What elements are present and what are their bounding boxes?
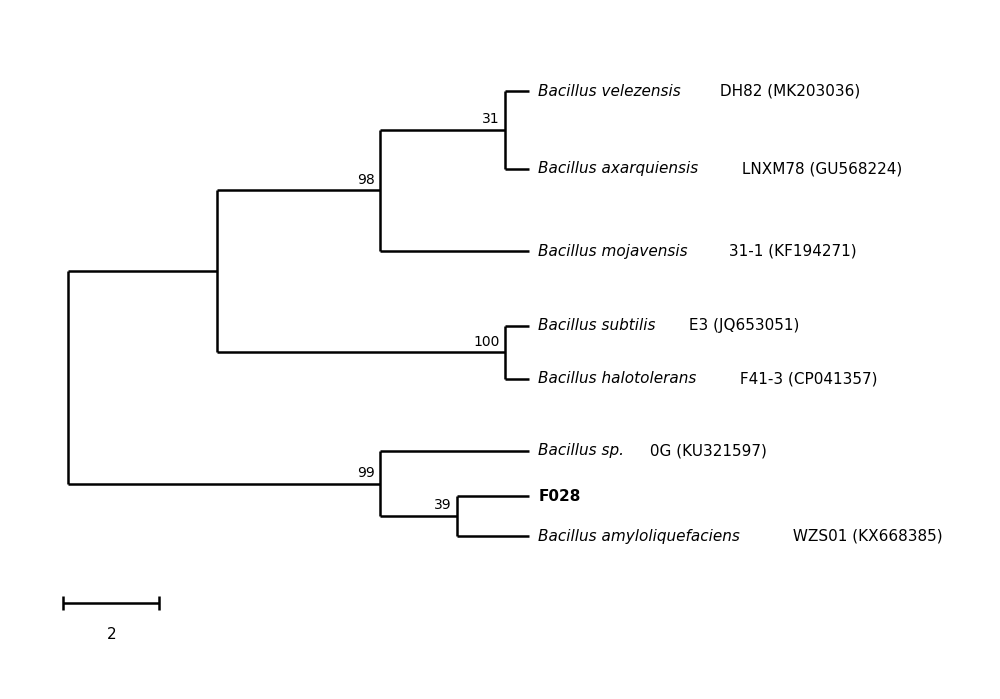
Text: 0G (KU321597): 0G (KU321597)	[645, 443, 767, 459]
Text: 39: 39	[434, 498, 452, 512]
Text: Bacillus sp.: Bacillus sp.	[538, 443, 624, 459]
Text: 31-1 (KF194271): 31-1 (KF194271)	[724, 243, 856, 259]
Text: 2: 2	[106, 627, 116, 642]
Text: LNXM78 (GU568224): LNXM78 (GU568224)	[737, 161, 902, 176]
Text: DH82 (MK203036): DH82 (MK203036)	[715, 84, 860, 99]
Text: F028: F028	[538, 489, 581, 504]
Text: 31: 31	[482, 112, 500, 126]
Text: E3 (JQ653051): E3 (JQ653051)	[684, 318, 799, 333]
Text: 98: 98	[357, 173, 375, 187]
Text: Bacillus subtilis: Bacillus subtilis	[538, 318, 656, 333]
Text: 99: 99	[357, 466, 375, 480]
Text: Bacillus velezensis: Bacillus velezensis	[538, 84, 681, 99]
Text: Bacillus amyloliquefaciens: Bacillus amyloliquefaciens	[538, 528, 740, 544]
Text: Bacillus mojavensis: Bacillus mojavensis	[538, 243, 688, 259]
Text: F41-3 (CP041357): F41-3 (CP041357)	[735, 371, 877, 387]
Text: Bacillus halotolerans: Bacillus halotolerans	[538, 371, 697, 387]
Text: Bacillus axarquiensis: Bacillus axarquiensis	[538, 161, 699, 176]
Text: 100: 100	[474, 335, 500, 349]
Text: WZS01 (KX668385): WZS01 (KX668385)	[788, 528, 943, 544]
